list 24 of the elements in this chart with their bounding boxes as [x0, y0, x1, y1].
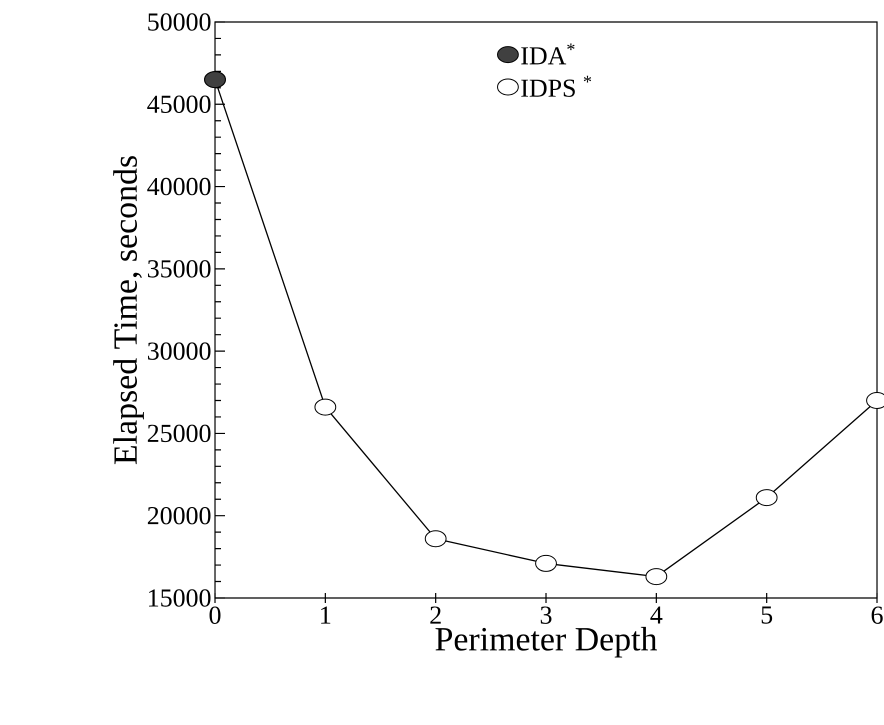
y-tick-label: 25000 — [148, 424, 211, 442]
y-axis-title: Elapsed Time, seconds — [113, 156, 144, 464]
y-tick-label: 20000 — [148, 506, 211, 524]
point — [424, 530, 447, 548]
y-tick-label: 40000 — [147, 178, 211, 196]
point — [645, 568, 668, 586]
x-tick-label: 3 — [540, 606, 552, 624]
point — [535, 554, 557, 572]
x-tick-label: 2 — [430, 606, 441, 624]
y-tick-label: 15000 — [149, 589, 211, 607]
point — [314, 398, 336, 416]
legend-label: IDPS $^{*}$ — [521, 76, 592, 97]
y-tick-label: 30000 — [148, 342, 211, 360]
x-tick-label: 4 — [650, 606, 662, 624]
point — [756, 489, 778, 506]
y-tick-label: 50000 — [148, 13, 211, 31]
x-axis-title: Perimeter Depth — [436, 626, 658, 658]
y-tick-label: 45000 — [147, 96, 211, 114]
x-tick-label: 1 — [321, 606, 330, 624]
x-tick-label: 0 — [210, 606, 220, 624]
y-tick-label: 35000 — [148, 260, 211, 278]
x-tick-label: 5 — [762, 606, 772, 624]
x-tick-label: 6 — [872, 606, 883, 624]
legend-label: IDA$^{*}$ — [521, 43, 575, 64]
